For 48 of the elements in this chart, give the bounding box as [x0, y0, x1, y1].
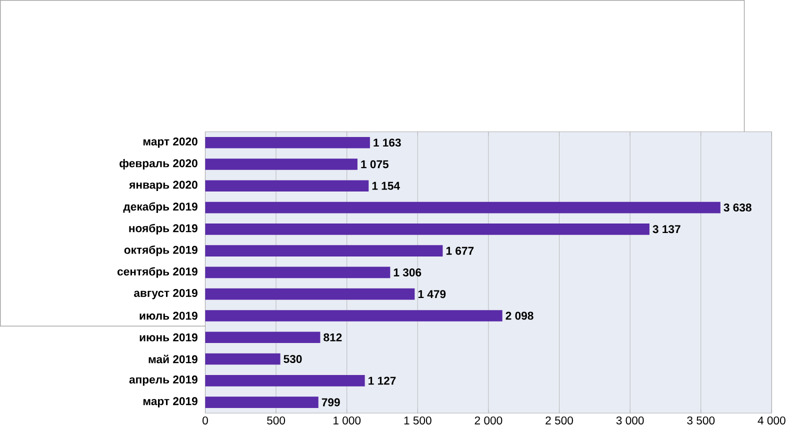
data-label: 1 163 — [374, 138, 401, 147]
y-tick-label: декабрь 2019 — [123, 202, 198, 214]
bar — [205, 137, 370, 148]
data-label: 1 479 — [418, 290, 446, 298]
y-tick-label: ноябрь 2019 — [129, 224, 198, 235]
y-tick-label: июнь 2019 — [140, 334, 198, 342]
bar — [205, 158, 358, 170]
x-tick-label: 500 — [267, 416, 286, 425]
y-tick-label: сентябрь 2019 — [117, 267, 198, 278]
data-label: 1 075 — [361, 160, 389, 168]
data-label: 1 306 — [394, 268, 422, 277]
bar — [205, 245, 443, 257]
x-tick-label: 3 000 — [616, 416, 644, 425]
y-tick-label: март 2020 — [143, 138, 198, 148]
x-tick-label: 1 500 — [404, 416, 432, 425]
y-tick-label: февраль 2020 — [120, 159, 198, 170]
y-tick-label: июль 2019 — [140, 312, 198, 320]
x-tick-label: 1 000 — [334, 416, 361, 425]
y-tick-label: январь 2020 — [129, 180, 198, 192]
y-tick-label: май 2019 — [148, 354, 198, 364]
data-label: 1 154 — [372, 182, 400, 190]
y-tick-label: август 2019 — [134, 289, 198, 300]
y-tick-label: март 2019 — [143, 397, 198, 408]
x-tick-label: 2 500 — [546, 416, 573, 425]
y-tick-label: апрель 2019 — [129, 376, 198, 386]
bar — [205, 332, 320, 344]
data-label: 3 638 — [724, 204, 752, 212]
bar — [205, 180, 369, 192]
x-tick-label: 3 500 — [687, 416, 715, 425]
data-label: 3 137 — [652, 225, 680, 234]
bar — [205, 354, 280, 365]
bar — [205, 224, 650, 236]
x-tick-label: 0 — [202, 416, 208, 425]
data-label: 812 — [324, 334, 342, 342]
y-tick-label: октябрь 2019 — [124, 246, 198, 256]
data-label: 530 — [284, 355, 302, 364]
data-label: 1 127 — [368, 376, 396, 385]
bar — [205, 288, 415, 300]
x-tick-label: 2 000 — [474, 416, 502, 425]
bar — [205, 202, 720, 214]
x-tick-label: 4 000 — [758, 416, 786, 425]
data-label: 1 677 — [446, 246, 474, 255]
data-label: 799 — [322, 398, 340, 406]
bar — [205, 396, 318, 408]
bar — [205, 375, 365, 386]
bar — [205, 266, 390, 278]
bar — [205, 310, 502, 322]
data-label: 2 098 — [506, 312, 534, 320]
